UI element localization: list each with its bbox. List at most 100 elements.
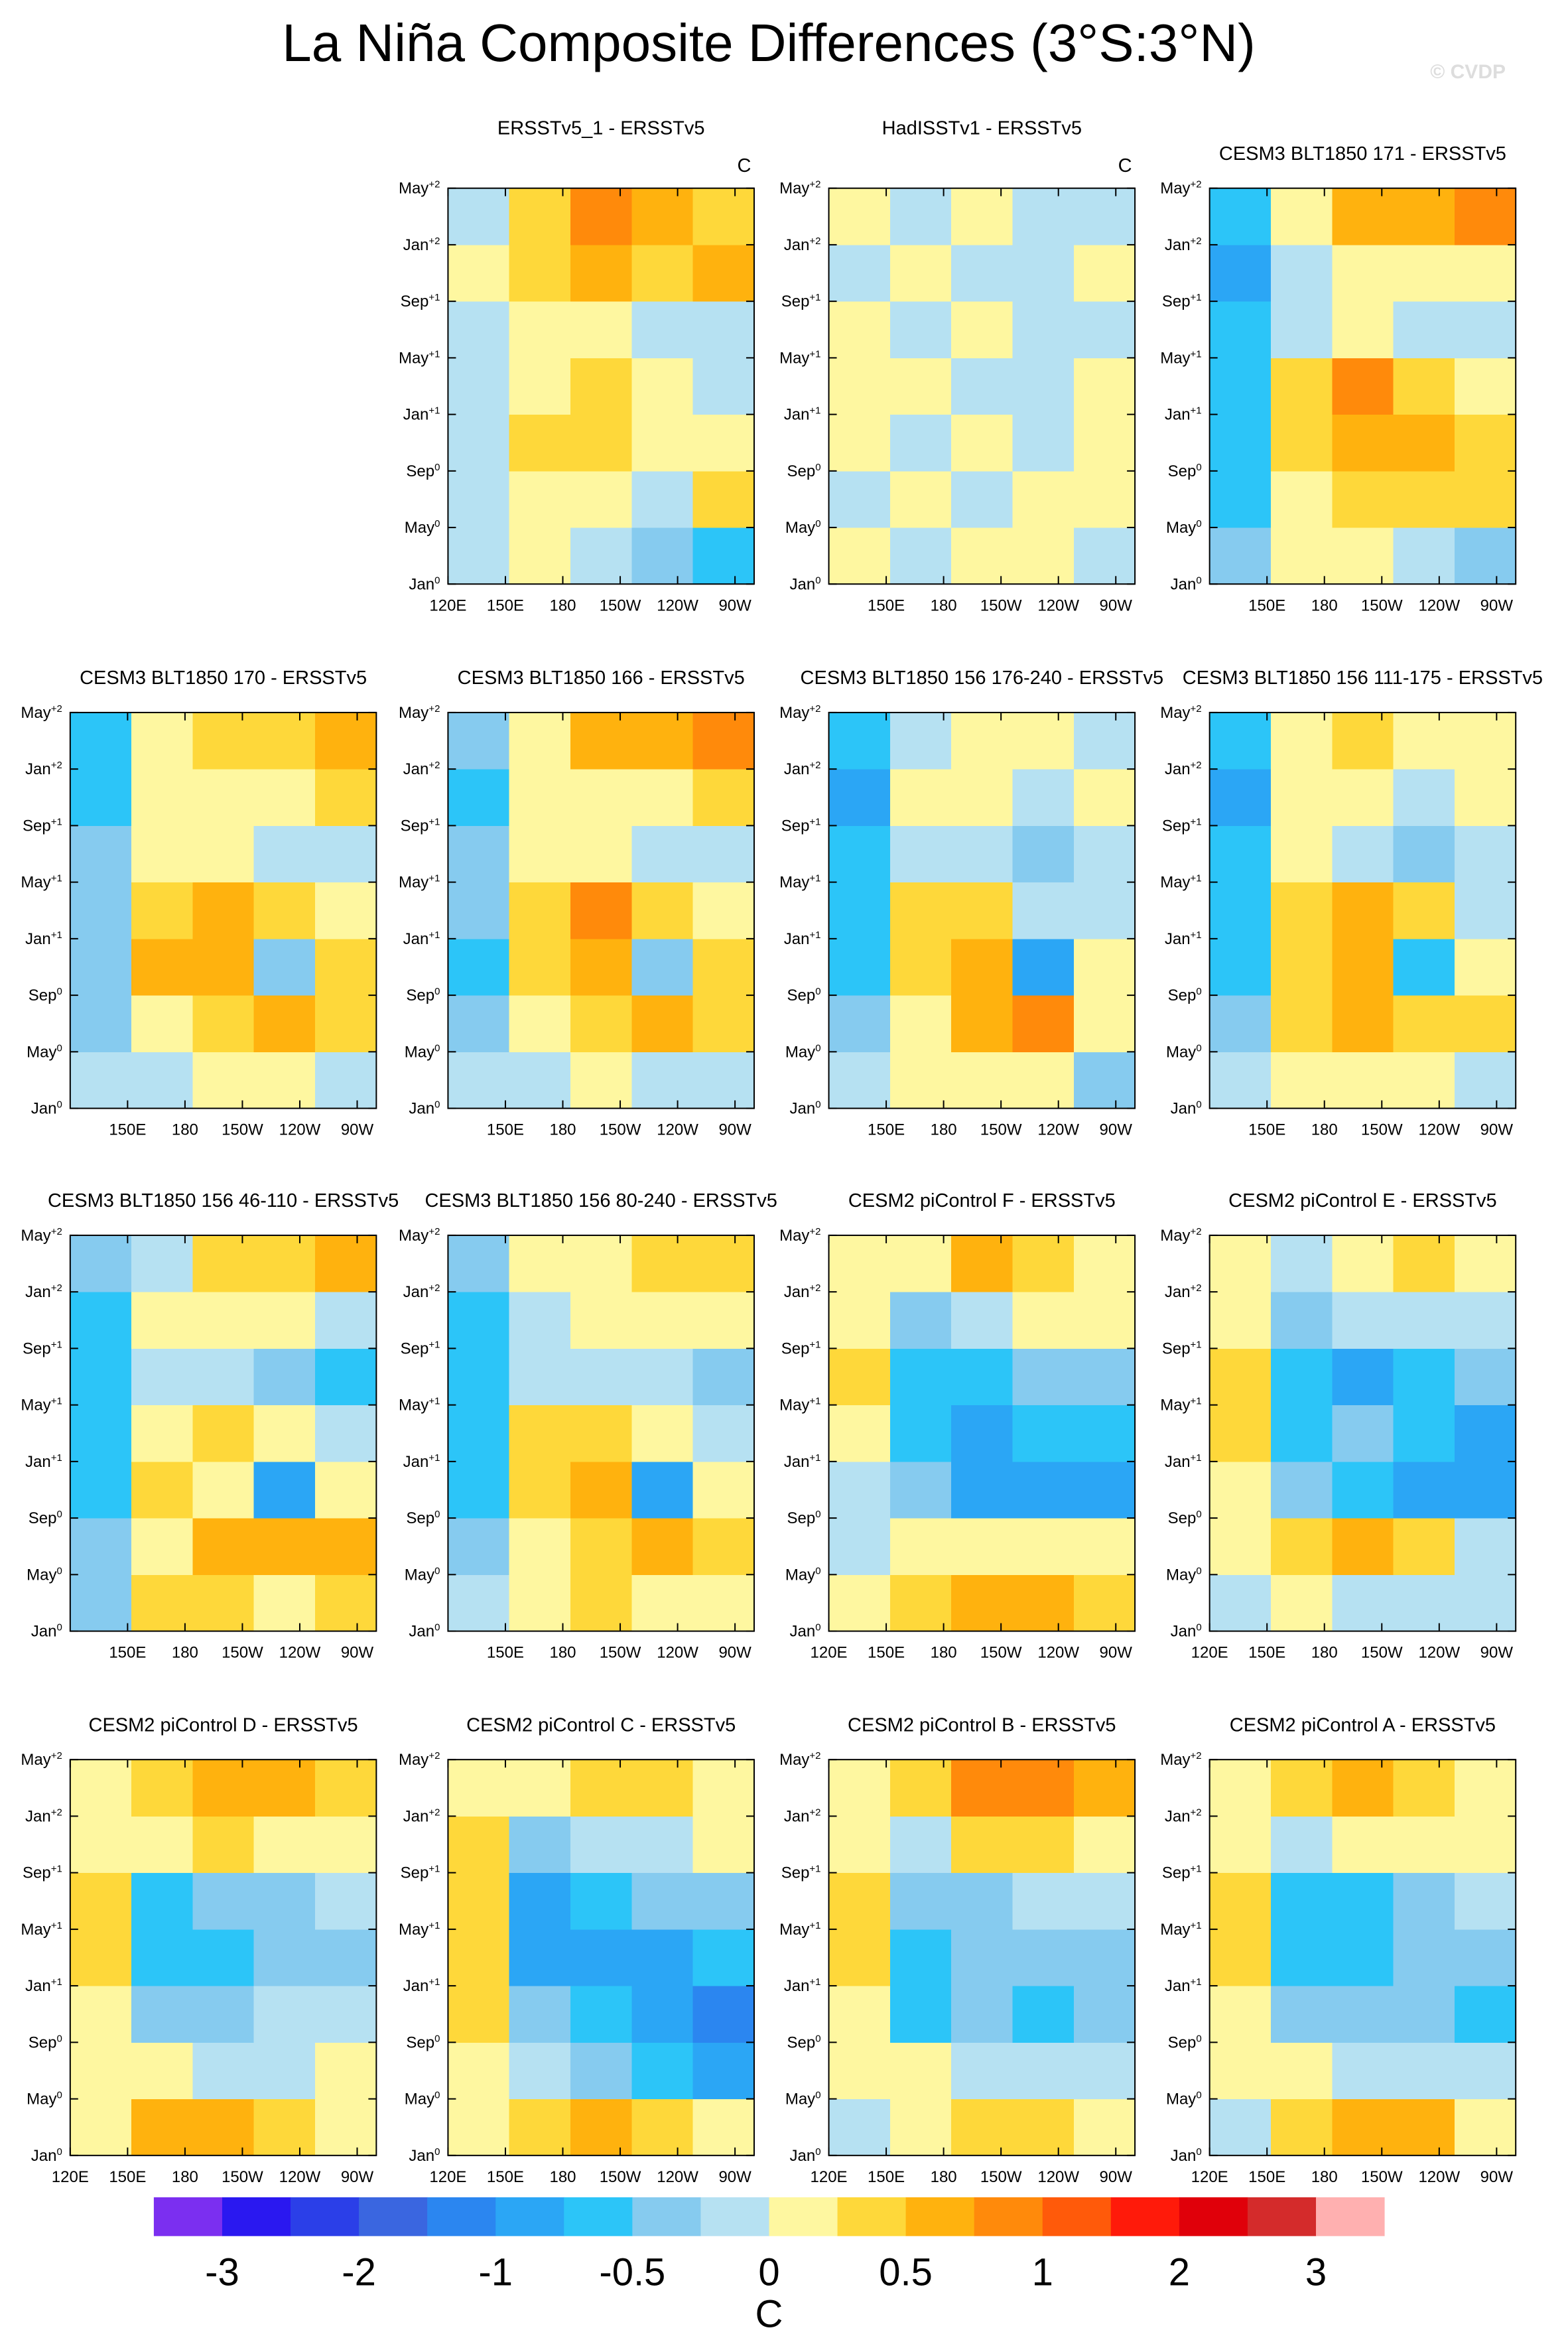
panel: 150E 180 150W 120W 90WJan0May0Sep0Jan+1May+1… xyxy=(399,1190,777,1661)
contour-cell xyxy=(1209,527,1272,585)
contour-cell xyxy=(1332,1292,1394,1349)
contour-cell xyxy=(951,1986,1013,2043)
x-tick-label: 180 xyxy=(549,2168,576,2186)
contour-cell xyxy=(70,769,132,826)
y-tick-label: Jan+2 xyxy=(403,760,440,778)
contour-cell xyxy=(1454,2099,1516,2156)
y-tick-month: Jan xyxy=(1165,760,1191,778)
contour-cell xyxy=(70,1348,132,1406)
contour-cell xyxy=(951,1461,1013,1519)
x-tick-label: 180 xyxy=(172,2168,198,2186)
contour-cell xyxy=(448,358,510,415)
contour-cell xyxy=(1073,1759,1136,1817)
contour-cell xyxy=(1393,1986,1455,2043)
contour-cell xyxy=(692,470,755,528)
contour-cell xyxy=(192,1052,255,1109)
contour-cell xyxy=(509,1348,571,1406)
colorbar-box xyxy=(1247,2197,1317,2237)
y-tick-month: Jan xyxy=(1165,1453,1191,1471)
x-tick-label: 180 xyxy=(172,1644,198,1662)
contour-cell xyxy=(1209,825,1272,883)
x-tick-label: 120E xyxy=(811,2168,848,2186)
panel-title: CESM2 piControl F - ERSSTv5 xyxy=(848,1190,1116,1211)
contour-cell xyxy=(131,1816,193,1874)
contour-cell xyxy=(1332,188,1394,245)
x-tick-label: 180 xyxy=(1311,2168,1338,2186)
contour-cell xyxy=(828,470,891,528)
y-tick-month: May xyxy=(1160,180,1190,198)
y-tick-superscript: 0 xyxy=(434,1565,440,1576)
contour-cell xyxy=(448,1816,510,1874)
y-tick-month: May xyxy=(785,519,815,537)
y-tick-month: Jan xyxy=(784,930,810,948)
contour-cell xyxy=(889,825,952,883)
y-tick-label: May+2 xyxy=(779,703,820,722)
panel: 150E 180 150W 120W 90WJan0May0Sep0Jan+1May+1… xyxy=(779,667,1163,1138)
y-tick-label: Sep+1 xyxy=(23,816,62,835)
contour-cell xyxy=(192,769,255,826)
contour-cell xyxy=(570,470,632,528)
y-tick-month: Jan xyxy=(1171,1623,1197,1641)
contour-cell xyxy=(131,882,193,939)
panel-title: CESM2 piControl E - ERSSTv5 xyxy=(1228,1190,1497,1211)
y-tick-label: May+1 xyxy=(399,348,440,367)
contour-cell xyxy=(192,712,255,770)
contour-cell xyxy=(828,244,891,302)
y-tick-superscript: +1 xyxy=(428,873,440,884)
y-tick-month: Jan xyxy=(1165,1807,1191,1825)
panel: 120E 150E 180 150W 120W 90WJan0May0Sep0Jan+1M… xyxy=(21,1714,377,2186)
contour-cell xyxy=(889,1872,952,1930)
contour-cell xyxy=(192,882,255,939)
contour-cell xyxy=(889,2099,952,2156)
y-tick-superscript: 0 xyxy=(815,1565,820,1576)
contour-cell xyxy=(509,527,571,585)
x-tick-label: 120W xyxy=(1037,2168,1079,2186)
y-tick-superscript: 0 xyxy=(434,1042,440,1054)
y-tick-superscript: +1 xyxy=(51,1864,62,1875)
contour-cell xyxy=(1393,470,1455,528)
x-tick-label: 90W xyxy=(341,1644,374,1662)
y-tick-label: Sep0 xyxy=(29,986,62,1004)
y-tick-superscript: +1 xyxy=(809,816,820,827)
x-tick-label: 120W xyxy=(657,1644,698,1662)
contour-cell xyxy=(951,1816,1013,1874)
contour-cell xyxy=(1270,1929,1333,1986)
y-tick-superscript: 0 xyxy=(56,2090,62,2101)
contour-cell xyxy=(828,1872,891,1930)
plot-frame xyxy=(1209,187,1517,585)
contour-cell xyxy=(70,1759,132,1817)
y-tick-label: Jan0 xyxy=(1171,1622,1202,1641)
contour-cell xyxy=(1332,2042,1394,2100)
y-tick-label: Sep0 xyxy=(787,462,820,480)
x-tick-label: 180 xyxy=(549,1644,576,1662)
y-tick-label: May+2 xyxy=(779,179,820,198)
x-tick-label: 90W xyxy=(1480,1644,1514,1662)
y-tick-superscript: +2 xyxy=(428,760,440,771)
contour-cell xyxy=(951,414,1013,472)
contour-cell xyxy=(631,527,694,585)
panel: 150E 180 150W 120W 90WJan0May0Sep0Jan+1May+1… xyxy=(399,667,755,1139)
x-tick-label: 180 xyxy=(931,1121,957,1139)
contour-cell xyxy=(1332,1872,1394,1930)
contour-cell xyxy=(315,1461,377,1519)
contour-cell xyxy=(1332,1461,1394,1519)
contour-cell xyxy=(192,1405,255,1462)
contour-cell xyxy=(253,1052,316,1109)
contour-cell xyxy=(70,1872,132,1930)
contour-cell xyxy=(1209,244,1272,302)
x-tick-label: 150W xyxy=(600,2168,641,2186)
panel: 120E 150E 180 150W 120W 90WJan0May0Sep0Jan+1M… xyxy=(399,1714,755,2186)
contour-cell xyxy=(253,1986,316,2043)
panel-title: HadISSTv1 - ERSSTv5 xyxy=(882,118,1082,139)
colorbar-box xyxy=(222,2197,291,2237)
contour-cell xyxy=(889,470,952,528)
contour-cell xyxy=(1209,2099,1272,2156)
y-tick-month: Jan xyxy=(784,1283,810,1301)
y-tick-superscript: +1 xyxy=(1191,1864,1202,1875)
y-tick-label: May0 xyxy=(785,1042,821,1061)
y-tick-label: May+1 xyxy=(399,1920,440,1939)
y-tick-superscript: +1 xyxy=(809,873,820,884)
contour-cell xyxy=(570,769,632,826)
contour-cell xyxy=(570,712,632,770)
contour-cell xyxy=(692,1052,755,1109)
